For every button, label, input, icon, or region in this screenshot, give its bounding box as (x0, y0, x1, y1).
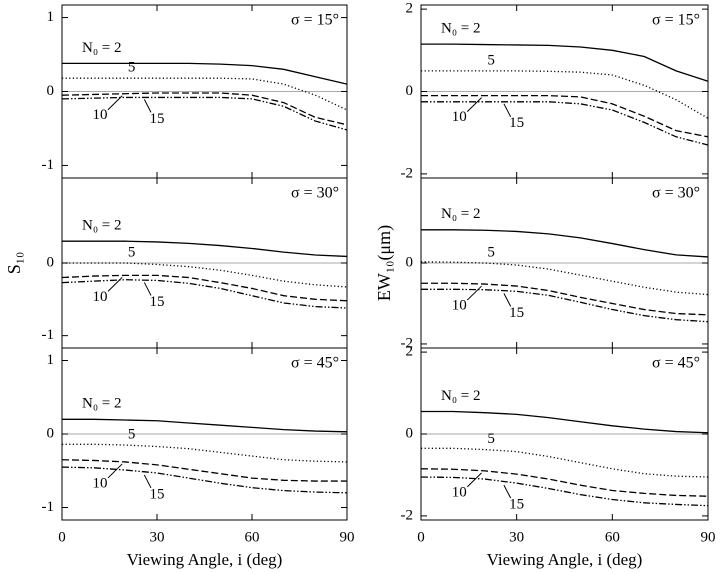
series-label: 15 (150, 294, 165, 310)
series-line (62, 418, 348, 433)
y-tick-label: 2 (406, 344, 414, 360)
series-line (61, 459, 347, 482)
series-line (62, 240, 348, 258)
series-line (420, 476, 709, 507)
y-tick-label: 0 (47, 425, 55, 441)
x-tick-label: 90 (701, 529, 716, 545)
series-line (421, 43, 709, 82)
series-label: 10 (93, 475, 108, 491)
series-label: 15 (509, 115, 524, 131)
series-label: 10 (93, 107, 108, 123)
series-label: N₀ = 2 (82, 218, 122, 234)
y-tick-label: -2 (401, 335, 414, 351)
series-label: 15 (150, 486, 165, 502)
x-tick-label: 60 (245, 529, 260, 545)
series-label: 5 (128, 426, 136, 442)
series-label: N₀ = 2 (82, 40, 122, 56)
series-label: 5 (128, 244, 136, 260)
leader-line (503, 103, 512, 118)
series-line (420, 468, 709, 497)
y-tick-label: 0 (406, 425, 414, 441)
y-tick-label: -2 (401, 507, 414, 523)
y-tick-label: -1 (42, 499, 55, 515)
x-tick-label: 90 (340, 529, 355, 545)
series-label: 5 (487, 52, 495, 68)
y-tick-label: 0 (47, 254, 55, 270)
series-label: 5 (487, 244, 495, 260)
panel-annotation: σ = 45° (291, 355, 339, 372)
leader-line (143, 99, 152, 113)
series-label: 5 (128, 60, 136, 76)
series-line (62, 443, 348, 463)
series-label: 10 (93, 289, 108, 305)
series-label: 5 (487, 431, 495, 447)
series-label: 10 (452, 484, 467, 500)
series-label: 15 (150, 111, 165, 127)
y-tick-label: -2 (401, 165, 414, 181)
leader-line (503, 484, 512, 499)
leader-line (107, 463, 123, 479)
leader-line (466, 472, 482, 488)
series-line (62, 262, 348, 288)
leader-line (143, 474, 152, 489)
leader-line (503, 293, 512, 307)
x-tick-label: 30 (509, 529, 524, 545)
series-line (421, 229, 709, 258)
series-label: 10 (452, 297, 467, 313)
panel-annotation: σ = 45° (652, 355, 700, 372)
series-line (61, 274, 348, 302)
series-label: N₀ = 2 (441, 206, 481, 222)
panel-annotation: σ = 15° (291, 12, 339, 29)
series-line (62, 77, 348, 111)
series-line (421, 410, 709, 434)
series-line (61, 96, 348, 131)
series-line (61, 92, 348, 126)
leader-line (466, 285, 482, 301)
y-tick-label: 1 (47, 9, 55, 25)
x-tick-label: 60 (605, 529, 620, 545)
panel-annotation: σ = 15° (652, 12, 700, 29)
series-label: N₀ = 2 (82, 396, 122, 412)
series-line (421, 101, 709, 146)
x-tick-label: 0 (417, 529, 425, 545)
series-line (62, 62, 348, 85)
leader-line (466, 97, 482, 112)
series-line (421, 288, 709, 323)
series-line (421, 447, 709, 478)
series-label: 10 (452, 109, 467, 125)
panel-annotation: σ = 30° (652, 185, 700, 202)
series-line (421, 94, 709, 138)
y-axis-label: EW₁₀(μm) (374, 225, 395, 301)
series-label: 15 (509, 305, 524, 321)
x-axis-label: Viewing Angle, i (deg) (487, 550, 643, 569)
x-tick-label: 0 (58, 529, 66, 545)
y-tick-label: 0 (406, 83, 414, 99)
panel-annotation: σ = 30° (291, 185, 339, 202)
series-label: N₀ = 2 (441, 21, 481, 37)
leader-line (143, 282, 152, 296)
series-label: N₀ = 2 (441, 388, 481, 404)
y-tick-label: -1 (42, 327, 55, 343)
series-line (421, 282, 709, 316)
y-tick-label: 2 (406, 1, 414, 17)
y-tick-label: 1 (47, 352, 55, 368)
series-line (421, 70, 709, 119)
series-label: 15 (509, 497, 524, 513)
series-line (420, 261, 709, 296)
y-tick-label: 0 (47, 83, 55, 99)
y-tick-label: -1 (42, 157, 55, 173)
y-tick-label: 0 (406, 254, 414, 270)
x-axis-label: Viewing Angle, i (deg) (127, 550, 283, 569)
x-tick-label: 30 (150, 529, 165, 545)
y-axis-label: S₁₀ (4, 252, 24, 275)
